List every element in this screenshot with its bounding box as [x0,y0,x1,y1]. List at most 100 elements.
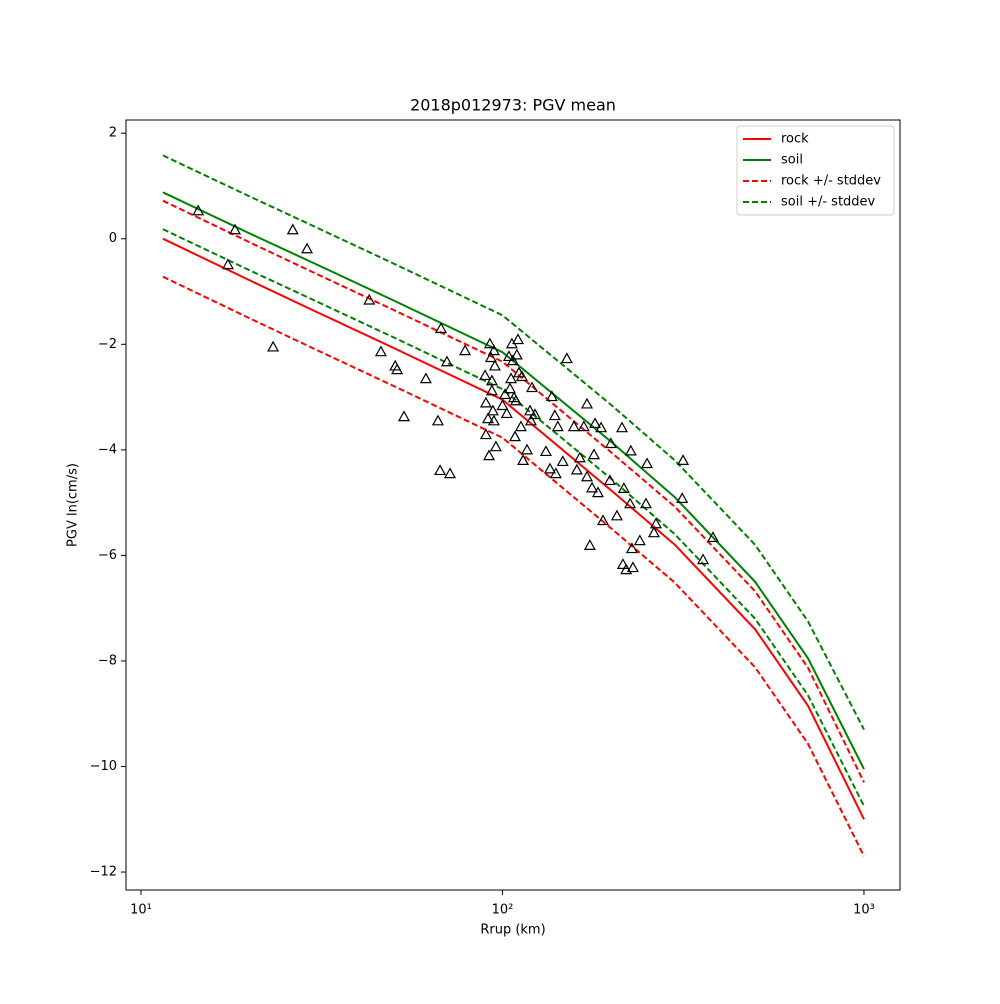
dashed-line [162,199,865,783]
y-tick-label: 0 [109,231,117,246]
scatter-point [604,437,617,449]
scatter-point [570,463,583,475]
scatter-point [520,443,534,455]
legend-label: soil [781,153,803,168]
scatter-point [633,534,646,546]
scatter-point [514,420,527,432]
scatter-point [391,363,404,375]
scatter-point [676,492,689,504]
legend-label: rock +/- stddev [781,174,881,189]
plot-frame [125,119,901,891]
scatter-point [588,417,602,429]
scatter-point [624,497,637,509]
line [162,191,865,770]
scatter-point [677,454,690,466]
scatter-point [706,531,719,543]
scatter-point [567,420,580,432]
scatter-point [228,223,242,235]
scatter-point [548,409,561,421]
scatter-point [560,352,573,364]
scatter-point [525,381,539,393]
legend-box [736,125,895,216]
scatter-point [510,348,523,360]
scatter-point [577,420,590,432]
scatter-point [556,455,569,467]
scatter-point [483,449,496,461]
scatter-point [397,410,410,422]
scatter-point [508,430,522,442]
y-tick-label: −10 [90,759,117,774]
scatter-point [515,370,528,382]
scatter-point [697,553,710,565]
scatter-point [487,344,500,356]
scatter-point [625,542,638,554]
scatter-point [502,350,515,362]
scatter-point [617,482,630,493]
scatter-point [496,399,509,411]
scatter-point [503,382,517,394]
y-tick-label: −12 [90,865,117,880]
scatter-point [528,408,541,420]
scatter-point [524,404,537,416]
scatter-point [498,388,511,400]
scatter-point [500,407,513,419]
x-tick-label: 10³ [853,903,875,918]
scatter-point [419,372,432,384]
scatter-point [192,204,205,216]
scatter-point [485,384,498,396]
scatter-point [479,369,492,381]
y-tick-label: −6 [98,548,117,563]
scatter-point [506,354,519,366]
chart-title: 2018p012973: PGV mean [410,96,616,115]
line [162,237,865,820]
legend-label: soil +/- stddev [781,195,876,210]
scatter-point [488,359,501,371]
scatter-point [434,322,448,334]
scatter-point [483,337,496,349]
scatter-point [440,355,453,367]
scatter-point [459,344,472,356]
scatter-point [580,397,593,409]
scatter-point [626,561,639,573]
scatter-point [517,454,530,466]
scatter-point [549,467,562,479]
y-axis-label: PGV ln(cm/s) [66,463,81,547]
scatter-point [479,396,492,408]
x-tick-label: 10² [492,903,514,918]
scatter-point [505,372,518,384]
scatter-point [301,242,314,254]
x-tick-label: 10¹ [130,903,152,918]
scatter-point [610,509,623,521]
scatter-point [286,223,299,235]
scatter-point [615,421,629,433]
scatter-point [583,539,596,550]
y-tick-label: −4 [98,442,117,457]
y-tick-label: −8 [98,653,117,668]
scatter-point [595,421,608,433]
scatter-point [434,464,447,476]
dashed-line [162,154,865,731]
scatter-point [639,497,652,509]
scatter-point [624,444,637,456]
scatter-point [539,445,552,457]
x-axis-label: Rrup (km) [480,923,545,938]
scatter-point [363,293,376,305]
scatter-point [511,333,525,345]
scatter-point [481,412,495,424]
scatter-point [479,428,492,440]
scatter-point [596,514,610,526]
scatter-point [586,481,599,493]
y-tick-label: 2 [109,126,117,141]
scatter-point [484,351,497,363]
scatter-point [647,526,660,538]
scatter-point [551,420,564,432]
dashed-line [162,275,865,857]
scatter-point [374,345,387,357]
scatter-point [545,390,558,402]
legend-label: rock [781,132,809,147]
scatter-point [444,467,457,479]
scatter-point [524,414,537,426]
scatter-point [603,474,616,486]
scatter-point [587,448,600,460]
scatter-point [543,462,556,474]
